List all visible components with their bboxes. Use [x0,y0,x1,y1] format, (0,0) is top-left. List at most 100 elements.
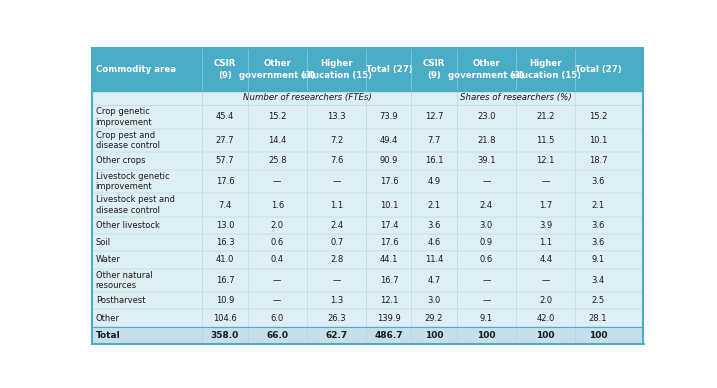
Text: 1.6: 1.6 [270,201,284,210]
Text: 17.6: 17.6 [379,177,398,186]
Text: 4.6: 4.6 [427,238,441,247]
Text: Other
government (3): Other government (3) [239,59,315,80]
Text: 10.1: 10.1 [380,201,398,210]
Text: 66.0: 66.0 [266,331,288,340]
Text: 0.4: 0.4 [271,255,284,265]
Text: 2.1: 2.1 [592,201,604,210]
Text: CSIR
(9): CSIR (9) [214,59,236,80]
Text: 3.9: 3.9 [539,221,552,230]
Bar [92,193,642,217]
Text: —: — [273,276,282,285]
Bar [92,91,642,105]
Text: 23.0: 23.0 [477,112,495,121]
Text: 100: 100 [589,331,607,340]
Text: 10.9: 10.9 [216,296,234,305]
Text: 16.1: 16.1 [424,156,443,165]
Text: 3.4: 3.4 [592,276,604,285]
Text: 12.7: 12.7 [424,112,443,121]
Text: Shares of researchers (%): Shares of researchers (%) [460,94,572,102]
Text: 49.4: 49.4 [380,136,398,145]
Text: Commodity area: Commodity area [96,65,176,74]
Text: 3.6: 3.6 [592,177,604,186]
Text: 12.1: 12.1 [536,156,555,165]
Text: 18.7: 18.7 [589,156,607,165]
Text: 12.1: 12.1 [380,296,398,305]
Text: Soil: Soil [96,238,111,247]
Text: 3.0: 3.0 [480,221,493,230]
Text: —: — [541,177,550,186]
Text: 139.9: 139.9 [377,314,401,322]
Text: 0.6: 0.6 [270,238,284,247]
Text: 1.7: 1.7 [539,201,552,210]
Bar [92,128,642,152]
Text: 100: 100 [536,331,555,340]
Text: 41.0: 41.0 [216,255,234,265]
Text: 7.2: 7.2 [330,136,343,145]
Bar [92,152,642,170]
Text: 28.1: 28.1 [589,314,607,322]
Text: Water: Water [96,255,120,265]
Text: Livestock pest and
disease control: Livestock pest and disease control [96,195,175,215]
Text: 13.3: 13.3 [328,112,346,121]
Text: 2.0: 2.0 [539,296,552,305]
Text: 1.1: 1.1 [539,238,552,247]
Text: Other: Other [96,314,120,322]
Text: 2.0: 2.0 [271,221,284,230]
Text: 358.0: 358.0 [211,331,239,340]
Bar [92,48,642,91]
Text: 100: 100 [477,331,495,340]
Text: Postharvest: Postharvest [96,296,146,305]
Text: 9.1: 9.1 [592,255,604,265]
Text: —: — [273,296,282,305]
Text: 9.1: 9.1 [480,314,493,322]
Text: 6.0: 6.0 [270,314,284,322]
Text: 3.6: 3.6 [427,221,441,230]
Text: 62.7: 62.7 [326,331,348,340]
Bar [92,310,642,327]
Text: 11.5: 11.5 [536,136,555,145]
Text: —: — [333,276,341,285]
Text: 4.7: 4.7 [427,276,441,285]
Text: 104.6: 104.6 [213,314,237,322]
Text: —: — [333,177,341,186]
Text: Total (27): Total (27) [366,65,412,74]
Text: 73.9: 73.9 [379,112,398,121]
Text: 57.7: 57.7 [216,156,234,165]
Text: 27.7: 27.7 [216,136,234,145]
Text: 17.4: 17.4 [380,221,398,230]
Text: 2.4: 2.4 [480,201,493,210]
Text: 2.1: 2.1 [427,201,440,210]
Text: 42.0: 42.0 [536,314,555,322]
Text: 29.2: 29.2 [425,314,443,322]
Text: —: — [541,276,550,285]
Text: Total: Total [96,331,120,340]
Text: 7.4: 7.4 [219,201,232,210]
Text: 26.3: 26.3 [328,314,346,322]
Text: Other crops: Other crops [96,156,146,165]
Text: Other livestock: Other livestock [96,221,160,230]
Text: 4.9: 4.9 [427,177,440,186]
Text: Crop genetic
improvement: Crop genetic improvement [96,107,152,126]
Text: 15.2: 15.2 [268,112,286,121]
Bar [92,251,642,268]
Text: 90.9: 90.9 [380,156,398,165]
Text: 11.4: 11.4 [425,255,443,265]
Text: 39.1: 39.1 [477,156,495,165]
Text: 2.8: 2.8 [330,255,343,265]
Text: Other natural
resources: Other natural resources [96,270,153,290]
Text: 17.6: 17.6 [379,238,398,247]
Text: 16.7: 16.7 [216,276,234,285]
Text: 16.7: 16.7 [379,276,398,285]
Text: Higher
education (15): Higher education (15) [301,59,372,80]
Text: 16.3: 16.3 [216,238,234,247]
Bar [92,234,642,251]
Text: —: — [482,296,490,305]
Text: CSIR
(9): CSIR (9) [423,59,445,80]
Text: 0.9: 0.9 [480,238,493,247]
Text: —: — [482,177,490,186]
Text: 25.8: 25.8 [268,156,287,165]
Text: Livestock genetic
improvement: Livestock genetic improvement [96,171,169,191]
Text: 7.6: 7.6 [330,156,343,165]
Text: 13.0: 13.0 [216,221,234,230]
Bar [92,170,642,193]
